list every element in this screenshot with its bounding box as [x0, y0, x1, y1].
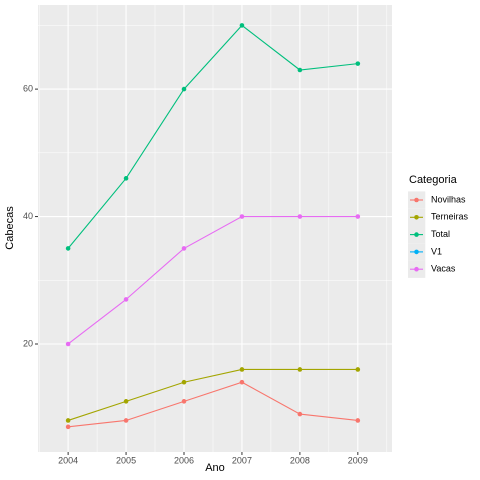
x-axis-title: Ano	[205, 462, 225, 474]
point	[239, 379, 245, 385]
point	[123, 176, 129, 181]
x-tick-label: 2009	[348, 455, 368, 465]
point	[297, 67, 303, 73]
point	[65, 418, 71, 423]
legend-label: Terneiras	[431, 212, 469, 222]
x-tick-label: 2008	[290, 455, 310, 465]
point	[239, 23, 245, 28]
point	[181, 399, 187, 404]
point	[65, 341, 71, 347]
legend-point	[414, 266, 419, 272]
x-tick-label: 2007	[232, 455, 252, 465]
x-tick-label: 2005	[116, 455, 136, 465]
legend-point	[414, 232, 419, 237]
point	[123, 399, 129, 404]
point	[297, 214, 303, 219]
y-tick-label: 60	[23, 83, 33, 93]
series-line	[67, 368, 358, 421]
point	[239, 214, 245, 219]
series-line	[67, 24, 358, 249]
point	[123, 297, 129, 302]
point	[65, 424, 71, 430]
legend-label: Vacas	[431, 264, 456, 274]
legend-label: Total	[431, 229, 450, 239]
legend-point	[414, 215, 419, 220]
legend-title: Categoria	[409, 174, 458, 186]
panel	[38, 5, 392, 452]
point	[355, 61, 361, 66]
point	[355, 418, 361, 423]
series-line	[68, 381, 358, 428]
series-line	[67, 216, 358, 345]
point	[297, 367, 303, 372]
point	[181, 379, 187, 385]
x-tick-label: 2006	[174, 455, 194, 465]
legend-point	[414, 249, 419, 255]
point	[355, 367, 361, 372]
point	[239, 367, 245, 372]
point	[355, 214, 361, 219]
legend-label: Novilhas	[431, 194, 466, 204]
point	[297, 411, 303, 417]
y-axis-title: Cabecas	[4, 206, 16, 250]
point	[181, 246, 187, 251]
y-tick-label: 40	[23, 211, 33, 221]
legend-point	[414, 197, 419, 203]
point	[181, 86, 187, 92]
point	[65, 246, 71, 251]
x-tick-label: 2004	[58, 455, 78, 465]
y-tick-label: 20	[23, 338, 33, 348]
legend-label: V1	[431, 246, 442, 256]
point	[123, 418, 129, 423]
